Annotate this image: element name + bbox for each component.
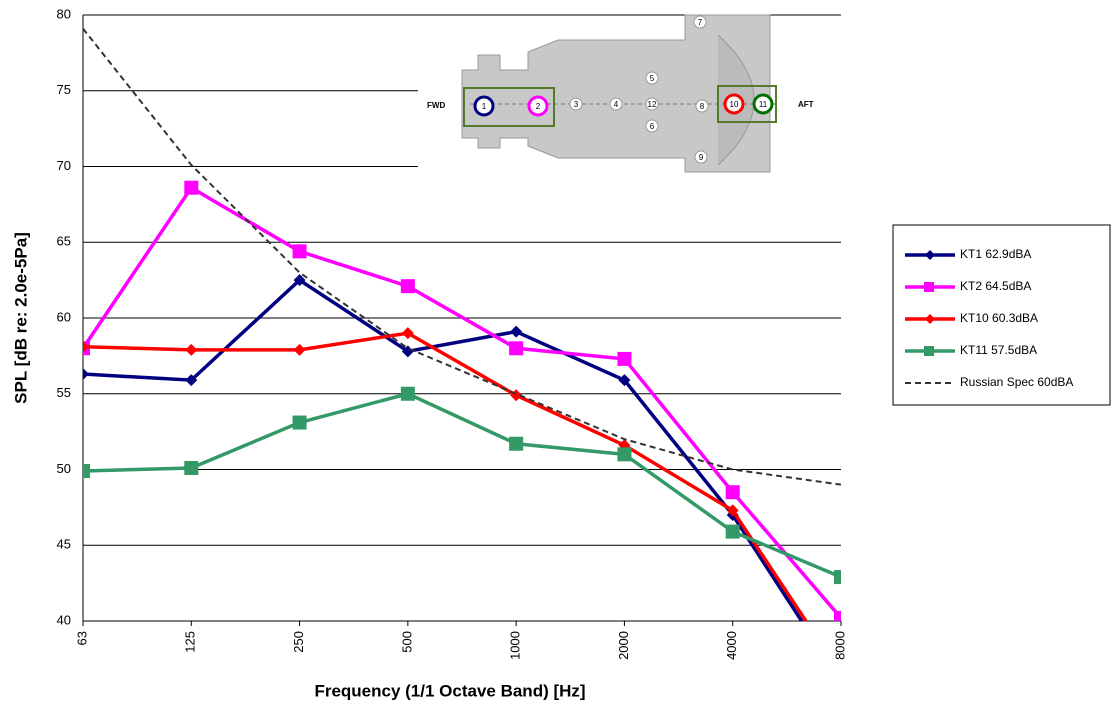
x-axis-label: Frequency (1/1 Octave Band) [Hz] — [314, 681, 585, 700]
legend-marker — [924, 346, 934, 356]
marker — [83, 340, 89, 353]
zone-box — [717, 85, 777, 123]
x-tick-label: 250 — [291, 631, 306, 653]
position-marker — [645, 71, 659, 85]
series-line — [83, 277, 804, 621]
position-marker — [752, 93, 774, 115]
x-tick-label: 1000 — [508, 631, 523, 660]
x-tick-label: 125 — [183, 631, 198, 653]
legend-label: KT11 57.5dBA — [960, 343, 1037, 357]
marker — [617, 351, 632, 366]
legend-label: KT2 64.5dBA — [960, 279, 1031, 293]
marker — [401, 327, 414, 340]
marker — [510, 325, 523, 338]
marker — [185, 343, 198, 356]
series-line — [83, 331, 809, 621]
legend-label: KT10 60.3dBA — [960, 311, 1038, 325]
legend-marker — [925, 250, 935, 260]
marker — [184, 180, 199, 195]
position-label: 12 — [648, 100, 657, 109]
legend-label: Russian Spec 60dBA — [960, 375, 1073, 389]
position-marker — [723, 93, 745, 115]
legend-marker — [925, 314, 935, 324]
x-tick-label: 2000 — [616, 631, 631, 660]
marker — [185, 374, 198, 387]
position-marker — [473, 95, 495, 117]
position-label: 10 — [730, 100, 739, 109]
marker — [292, 244, 307, 259]
inset-label: FWD — [427, 101, 445, 110]
marker — [293, 274, 306, 287]
aircraft-outline — [461, 14, 771, 173]
y-tick-label: 80 — [57, 6, 71, 21]
y-tick-label: 75 — [57, 82, 71, 97]
position-label: 6 — [650, 122, 655, 131]
position-marker — [695, 99, 709, 113]
y-tick-label: 70 — [57, 158, 71, 173]
position-marker — [609, 97, 623, 111]
plot-area — [83, 28, 847, 688]
marker — [509, 436, 524, 451]
marker — [293, 343, 306, 356]
position-label: 2 — [536, 102, 541, 111]
marker — [835, 668, 847, 680]
x-tick-label: 4000 — [724, 631, 739, 660]
marker — [618, 374, 631, 387]
legend-marker — [924, 282, 934, 292]
marker — [834, 570, 841, 585]
series-line — [83, 185, 841, 620]
legend-label: KT1 62.9dBA — [960, 247, 1031, 261]
marker — [509, 341, 524, 356]
x-tick-label: 8000 — [832, 631, 847, 660]
zone-box — [463, 87, 555, 127]
y-tick-label: 60 — [57, 309, 71, 324]
position-label: 8 — [700, 102, 705, 111]
marker — [834, 610, 841, 621]
position-label: 11 — [759, 100, 768, 109]
position-label: 4 — [614, 100, 619, 109]
marker — [292, 415, 307, 430]
position-label: 7 — [698, 18, 703, 27]
marker — [400, 386, 415, 401]
y-axis-label: SPL [dB re: 2.0e-5Pa] — [11, 232, 30, 404]
position-marker — [527, 95, 549, 117]
marker — [617, 447, 632, 462]
position-label: 9 — [699, 153, 704, 162]
y-tick-label: 45 — [57, 537, 71, 552]
position-label: 1 — [482, 102, 487, 111]
marker — [83, 368, 89, 381]
position-marker — [694, 150, 708, 164]
x-tick-label: 63 — [74, 631, 89, 645]
y-tick-label: 65 — [57, 234, 71, 249]
position-marker — [645, 97, 659, 111]
marker — [726, 504, 739, 517]
series-line — [83, 391, 841, 579]
y-tick-label: 55 — [57, 385, 71, 400]
position-marker — [693, 15, 707, 29]
x-tick-label: 500 — [399, 631, 414, 653]
marker — [725, 524, 740, 539]
marker — [83, 464, 90, 479]
y-tick-label: 40 — [57, 612, 71, 627]
position-label: 5 — [650, 74, 655, 83]
marker — [725, 485, 740, 500]
marker — [835, 676, 847, 688]
marker — [184, 460, 199, 475]
position-marker — [645, 119, 659, 133]
y-tick-label: 50 — [57, 461, 71, 476]
position-marker — [569, 97, 583, 111]
inset-label: AFT — [798, 100, 814, 109]
marker — [400, 279, 415, 294]
position-label: 3 — [574, 100, 579, 109]
marker — [401, 345, 414, 358]
